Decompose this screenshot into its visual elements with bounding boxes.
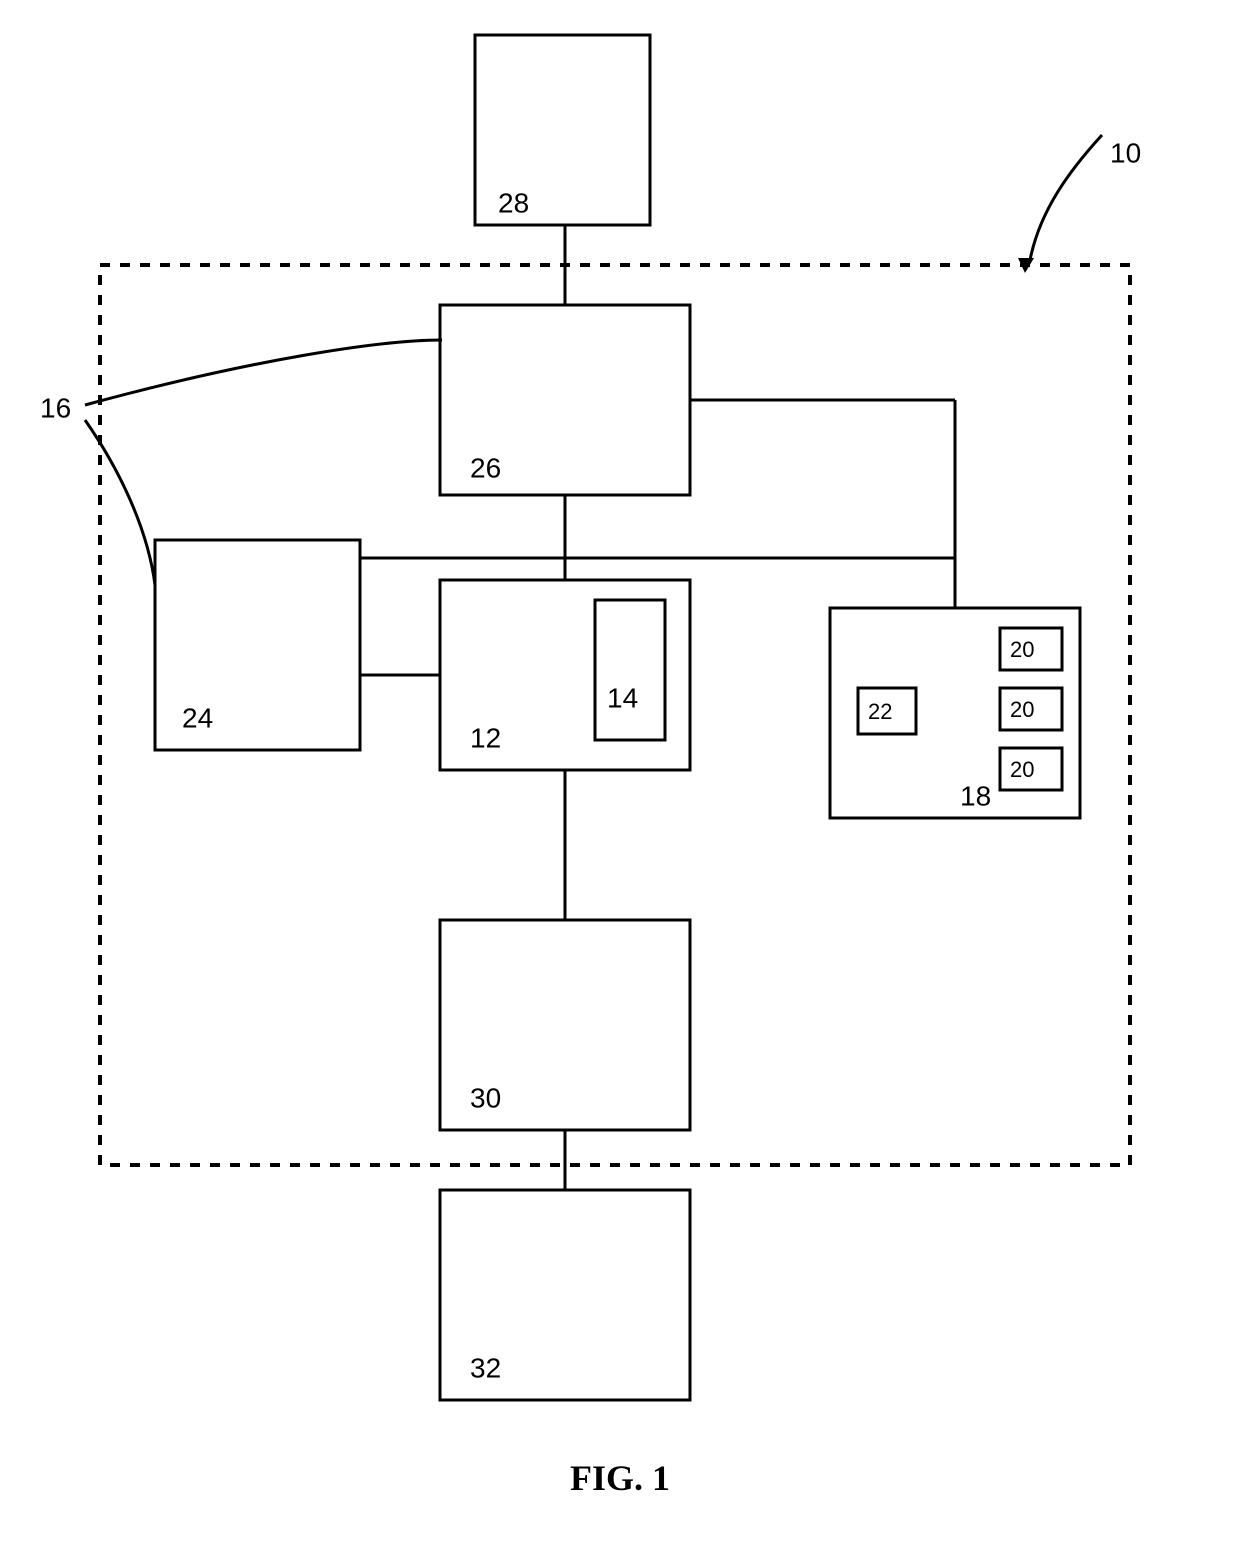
callout-arrow-curve bbox=[1030, 135, 1102, 260]
diagram-canvas: 28 26 24 12 14 18 22 20 20 20 30 32 10 16 FIG. 1 bbox=[0, 0, 1240, 1564]
label-20: 20 bbox=[1010, 757, 1034, 782]
label-20: 20 bbox=[1010, 637, 1034, 662]
label-18: 18 bbox=[960, 780, 991, 811]
box-14 bbox=[595, 600, 665, 740]
figure-caption: FIG. 1 bbox=[570, 1458, 670, 1498]
label-28: 28 bbox=[498, 187, 529, 218]
label-22: 22 bbox=[868, 699, 892, 724]
label-20: 20 bbox=[1010, 697, 1034, 722]
callout-label-16: 16 bbox=[40, 392, 71, 423]
label-24: 24 bbox=[182, 702, 213, 733]
callout-label-10: 10 bbox=[1110, 137, 1141, 168]
label-32: 32 bbox=[470, 1352, 501, 1383]
label-26: 26 bbox=[470, 452, 501, 483]
label-12: 12 bbox=[470, 722, 501, 753]
label-14: 14 bbox=[607, 682, 638, 713]
leader-16-a bbox=[85, 340, 442, 405]
leader-16-b bbox=[85, 420, 155, 585]
label-30: 30 bbox=[470, 1082, 501, 1113]
